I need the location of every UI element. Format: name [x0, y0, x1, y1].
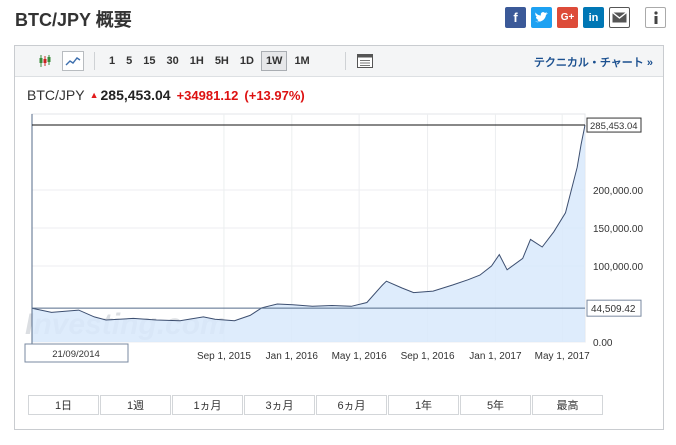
crosshair-date-marker — [24, 343, 129, 363]
twitter-icon[interactable] — [531, 7, 552, 28]
line-chart-icon[interactable] — [62, 51, 84, 71]
last-price: 285,453.04 — [100, 87, 171, 103]
technical-chart-link[interactable]: テクニカル・チャート » — [533, 57, 653, 69]
google-plus-icon[interactable]: G+ — [557, 7, 578, 28]
price-change-percent: (+13.97%) — [244, 88, 305, 103]
price-line — [31, 125, 586, 322]
x-tick-label: Sep 1, 2016 — [401, 351, 455, 362]
interval-30[interactable]: 30 — [166, 55, 179, 67]
interval-1m[interactable]: 1M — [294, 55, 310, 67]
interval-1d[interactable]: 1D — [239, 55, 254, 67]
last-price-marker-label: 285,453.04 — [590, 121, 638, 132]
range-button[interactable]: 1週 — [100, 395, 171, 415]
range-button[interactable]: 1ヵ月 — [172, 395, 243, 415]
up-arrow-icon: ▲ — [89, 90, 99, 100]
toolbar-divider — [345, 52, 346, 70]
y-tick-label: 200,000.00 — [593, 186, 643, 197]
data-table-icon[interactable] — [354, 51, 376, 71]
info-icon[interactable] — [645, 7, 666, 28]
interval-group: 1 5 15 30 1H 5H 1D 1W 1M — [105, 51, 317, 71]
x-tick-label: Jan 1, 2016 — [266, 351, 319, 362]
range-button[interactable]: 1日 — [28, 395, 99, 415]
interval-15[interactable]: 15 — [143, 55, 156, 67]
range-button[interactable]: 1年 — [388, 395, 459, 415]
crosshair-price-marker — [586, 299, 642, 317]
candlestick-icon[interactable] — [34, 51, 56, 71]
interval-5[interactable]: 5 — [126, 55, 133, 67]
range-button[interactable]: 最高 — [532, 395, 603, 415]
crosshair-price-label: 44,509.42 — [591, 304, 636, 315]
y-tick-label: 0.00 — [593, 338, 613, 349]
social-share-bar: f G+ in — [505, 7, 666, 28]
mail-icon[interactable] — [609, 7, 630, 28]
chart-widget: 1 5 15 30 1H 5H 1D 1W 1M テクニカル・チャート » BTC/JPY ▲ 28… — [14, 45, 664, 430]
last-price-marker — [586, 117, 642, 133]
linkedin-icon[interactable]: in — [583, 7, 604, 28]
x-tick-label: May 1, 2017 — [535, 351, 590, 362]
price-area-fill — [32, 125, 585, 342]
facebook-icon[interactable]: f — [505, 7, 526, 28]
range-button[interactable]: 5年 — [460, 395, 531, 415]
y-tick-label: 100,000.00 — [593, 262, 643, 273]
interval-1w[interactable]: 1W — [260, 51, 288, 71]
page-title: BTC/JPY 概要 — [15, 10, 132, 30]
range-button[interactable]: 6ヵ月 — [316, 395, 387, 415]
x-tick-label: Jan 1, 2017 — [469, 351, 522, 362]
quote-header: BTC/JPY ▲ 285,453.04 +34981.12 (+13.97%) — [27, 87, 305, 103]
chart-toolbar: 1 5 15 30 1H 5H 1D 1W 1M テクニカル・チャート » — [15, 46, 663, 77]
interval-1[interactable]: 1 — [109, 55, 116, 67]
toolbar-divider — [94, 52, 95, 70]
range-selector: 1日 1週 1ヵ月 3ヵ月 6ヵ月 1年 5年 最高 — [28, 395, 604, 415]
interval-1h[interactable]: 1H — [189, 55, 204, 67]
range-button[interactable]: 3ヵ月 — [244, 395, 315, 415]
price-chart[interactable]: Investing.com200,000.00150,000.00100,000… — [15, 46, 663, 386]
crosshair-date-label: 21/09/2014 — [52, 349, 100, 360]
interval-5h[interactable]: 5H — [214, 55, 229, 67]
price-change: +34981.12 — [176, 88, 239, 103]
x-tick-label: May 1, 2016 — [332, 351, 387, 362]
symbol-label: BTC/JPY — [27, 87, 85, 103]
x-tick-label: Sep 1, 2015 — [197, 351, 251, 362]
y-tick-label: 150,000.00 — [593, 224, 643, 235]
